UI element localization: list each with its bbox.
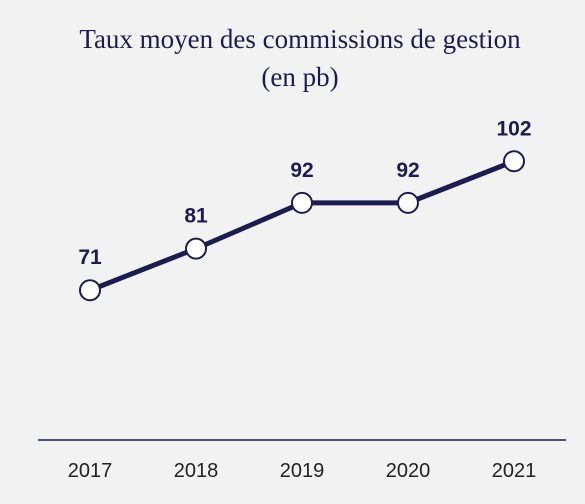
point [397,191,419,214]
point [503,150,525,173]
x-tick-label: 2018 [174,460,219,482]
chart-title: Taux moyen des commissions de gestion [79,24,521,54]
x-tick-label: 2020 [386,460,431,482]
x-tick-label: 2019 [280,460,325,482]
x-tick-label: 2021 [492,460,537,482]
data-label: 71 [78,246,102,269]
data-label: 92 [290,159,313,182]
x-tick-label: 2017 [68,460,113,482]
data-label: 81 [184,205,208,228]
data-label: 92 [396,159,419,182]
point [291,191,313,214]
point [185,237,207,260]
data-label: 102 [496,117,531,140]
point [79,279,101,302]
chart-subtitle: (en pb) [261,62,338,92]
